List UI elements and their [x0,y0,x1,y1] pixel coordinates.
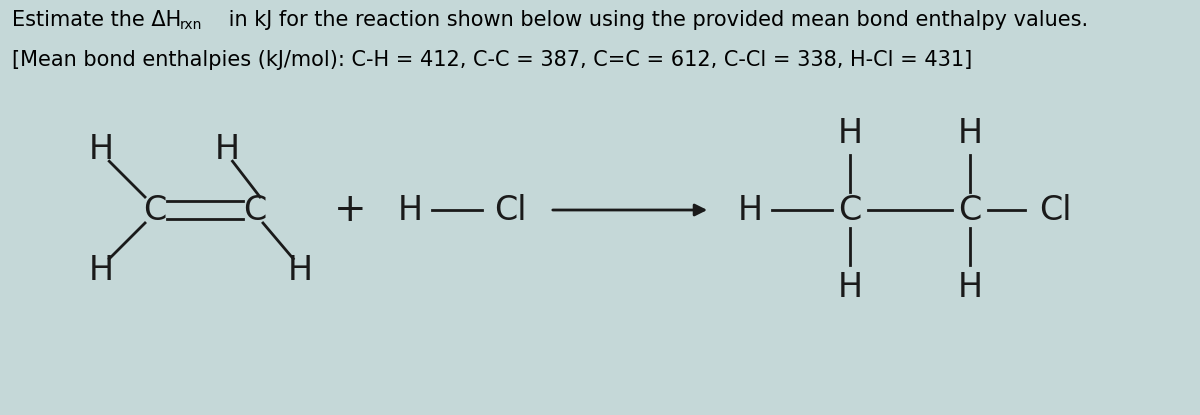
Text: C: C [959,193,982,227]
Text: Estimate the ΔH: Estimate the ΔH [12,10,181,30]
Text: H: H [89,254,114,287]
Text: H: H [288,254,313,287]
Text: C: C [839,193,862,227]
Text: C: C [143,193,167,227]
Text: [Mean bond enthalpies (kJ/mol): C-H = 412, C-C = 387, C=C = 612, C-Cl = 338, H-C: [Mean bond enthalpies (kJ/mol): C-H = 41… [12,50,972,70]
Text: in kJ for the reaction shown below using the provided mean bond enthalpy values.: in kJ for the reaction shown below using… [222,10,1088,30]
Text: H: H [89,133,114,166]
Text: Cl: Cl [493,193,527,227]
Text: rxn: rxn [180,18,203,32]
Text: H: H [838,271,863,303]
Text: +: + [334,191,366,229]
Text: H: H [958,117,983,149]
Text: H: H [397,193,422,227]
Text: H: H [958,271,983,303]
Text: H: H [215,133,240,166]
Text: H: H [838,117,863,149]
Text: Cl: Cl [1039,193,1072,227]
Text: C: C [244,193,266,227]
Text: H: H [738,193,762,227]
